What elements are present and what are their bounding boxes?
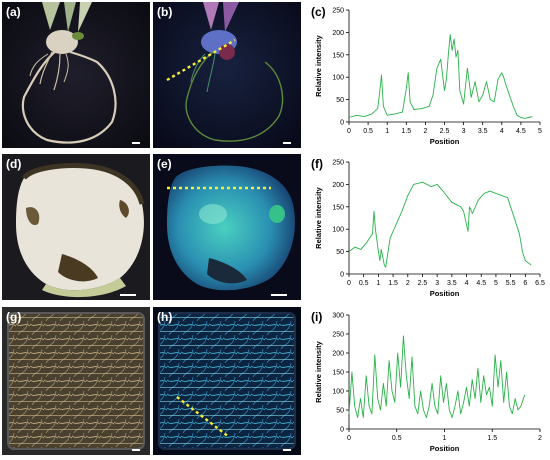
- y-tick-label: 0: [340, 120, 344, 127]
- x-tick-label: 6.5: [535, 280, 545, 287]
- x-tick-label: 6: [523, 280, 527, 287]
- photo-tray-brightfield: (g): [2, 307, 150, 455]
- y-tick-label: 250: [332, 160, 344, 167]
- x-tick-label: 1: [443, 435, 447, 442]
- x-tick-label: 3: [435, 280, 439, 287]
- panel-label-b: (b): [157, 5, 173, 19]
- x-tick-label: 2: [423, 128, 427, 135]
- y-tick-label: 200: [332, 182, 344, 189]
- scan-line-b: [166, 38, 236, 82]
- x-tick-label: 2.5: [418, 280, 428, 287]
- x-tick-label: 3: [462, 128, 466, 135]
- photo-tray-fluorescence: (h): [153, 307, 301, 455]
- y-tick-label: 100: [332, 75, 344, 82]
- panel-label-e: (e): [157, 157, 172, 171]
- y-tick-label: 100: [332, 389, 344, 396]
- y-tick-label: 50: [336, 97, 344, 104]
- x-tick-label: 3.5: [447, 280, 457, 287]
- panel-label-h: (h): [157, 310, 173, 324]
- x-tick-label: 1.5: [388, 280, 398, 287]
- panel-label-d: (d): [6, 157, 22, 171]
- x-tick-label: 5.5: [506, 280, 516, 287]
- x-tick-label: 1.5: [487, 435, 497, 442]
- y-axis-title: Relative intensity: [314, 34, 323, 97]
- series-line: [348, 34, 533, 119]
- y-tick-label: 200: [332, 30, 344, 37]
- x-tick-label: 2.5: [440, 128, 450, 135]
- photo-root-fluorescence: (b): [153, 2, 301, 148]
- series-line: [348, 335, 526, 419]
- y-axis-title: Relative intensity: [314, 186, 323, 249]
- x-tick-label: 4.5: [476, 280, 486, 287]
- x-tick-label: 1: [385, 128, 389, 135]
- x-axis-title: Position: [430, 137, 460, 146]
- panel-label-a: (a): [6, 5, 21, 19]
- x-tick-label: 4: [465, 280, 469, 287]
- x-tick-label: 0.5: [359, 280, 369, 287]
- x-tick-label: 0: [347, 435, 351, 442]
- x-tick-label: 0.5: [392, 435, 402, 442]
- x-tick-label: 1: [376, 280, 380, 287]
- x-tick-label: 4: [500, 128, 504, 135]
- x-tick-label: 5: [494, 280, 498, 287]
- x-tick-label: 4.5: [516, 128, 526, 135]
- x-tick-label: 5: [538, 128, 542, 135]
- y-tick-label: 0: [340, 272, 344, 279]
- y-tick-label: 300: [332, 313, 344, 320]
- photo-crown-fluorescence: (e): [153, 154, 301, 300]
- panel-label-c: (c): [311, 5, 326, 19]
- photo-root-brightfield: (a): [2, 2, 150, 148]
- y-tick-label: 100: [332, 227, 344, 234]
- y-tick-label: 50: [336, 249, 344, 256]
- x-tick-label: 0.5: [363, 128, 373, 135]
- x-axis-title: Position: [430, 289, 460, 298]
- scan-line-h: [176, 396, 230, 438]
- y-tick-label: 150: [332, 204, 344, 211]
- x-axis-title: Position: [430, 444, 460, 453]
- panel-label-g: (g): [6, 310, 22, 324]
- x-tick-label: 3.5: [478, 128, 488, 135]
- y-tick-label: 150: [332, 370, 344, 377]
- y-tick-label: 150: [332, 52, 344, 59]
- y-axis-title: Relative intensity: [314, 340, 323, 403]
- y-tick-label: 250: [332, 8, 344, 15]
- panel-label-f: (f): [311, 157, 323, 171]
- x-tick-label: 2: [406, 280, 410, 287]
- chart-f: 0 50 100 150 200 250 0 0.5 1 1.5 2 2.5 3 3.5 4 4.5 5 5.5 6…: [305, 154, 548, 300]
- chart-i: 0 50 100 150 200 250 300 0 0.5 1 1.5 2 Position Relat…: [305, 307, 548, 455]
- series-line: [348, 181, 532, 268]
- x-tick-label: 1.5: [401, 128, 411, 135]
- y-tick-label: 250: [332, 332, 344, 339]
- x-tick-label: 0: [347, 280, 351, 287]
- photo-crown-brightfield: (d): [2, 154, 150, 300]
- y-tick-label: 0: [340, 427, 344, 434]
- chart-c: 0 50 100 150 200 250 0 0.5 1 1.5 2 2.5 3 3.5 4 4.5 5 Posi…: [305, 2, 548, 148]
- x-tick-label: 2: [538, 435, 542, 442]
- y-tick-label: 50: [336, 408, 344, 415]
- x-tick-label: 0: [347, 128, 351, 135]
- panel-label-i: (i): [311, 310, 323, 324]
- y-tick-label: 200: [332, 351, 344, 358]
